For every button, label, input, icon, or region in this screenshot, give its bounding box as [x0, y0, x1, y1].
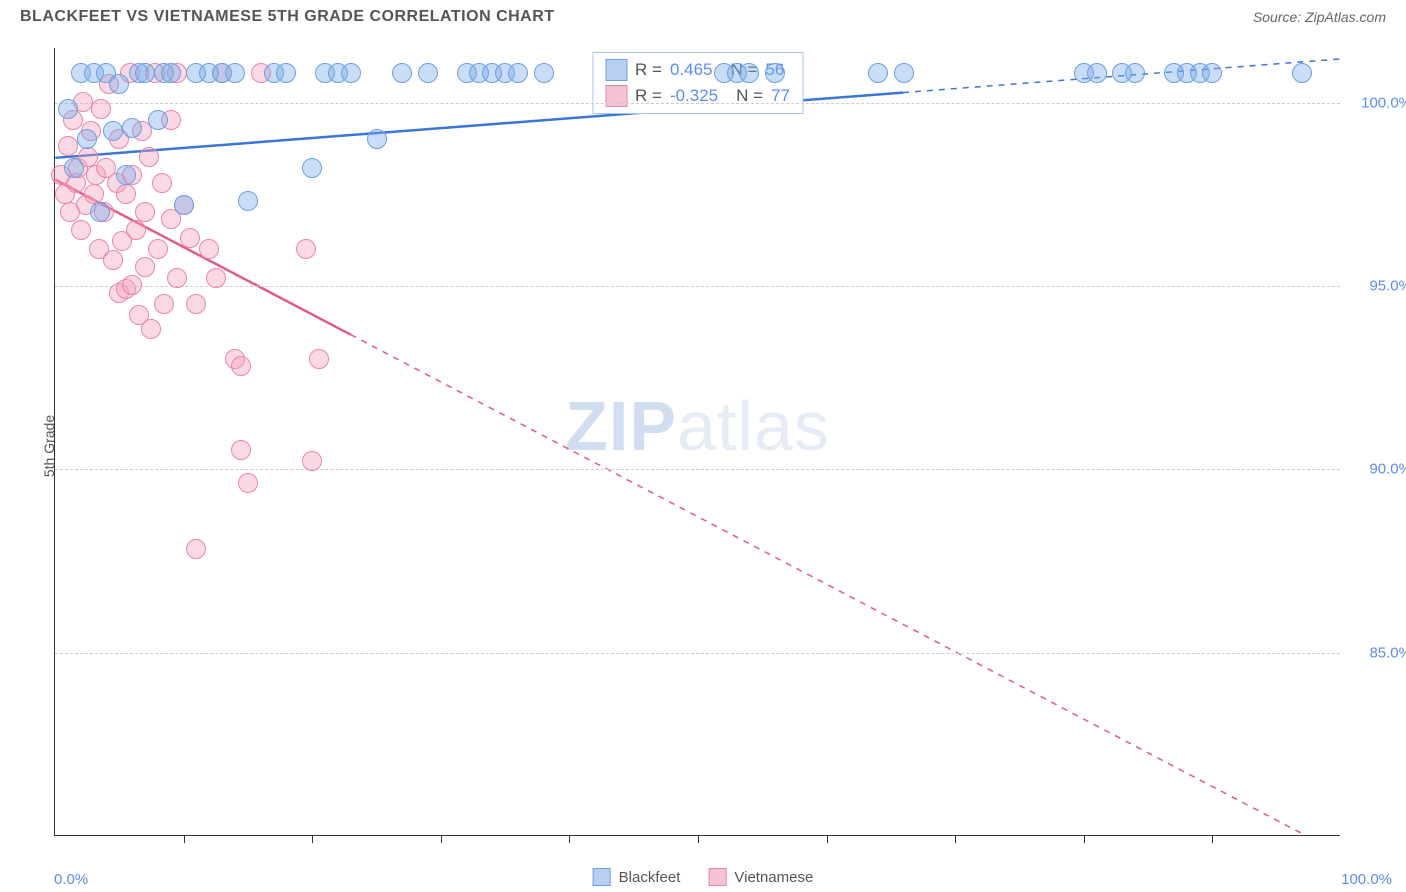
- data-point: [309, 349, 329, 369]
- data-point: [152, 173, 172, 193]
- data-point: [296, 239, 316, 259]
- data-point: [186, 294, 206, 314]
- data-point: [116, 184, 136, 204]
- data-point: [231, 440, 251, 460]
- data-point: [302, 158, 322, 178]
- vietnamese-swatch-icon: [708, 868, 726, 886]
- data-point: [135, 202, 155, 222]
- data-point: [141, 319, 161, 339]
- y-tick-label: 100.0%: [1361, 94, 1406, 111]
- data-point: [508, 63, 528, 83]
- source-label: Source: ZipAtlas.com: [1253, 9, 1386, 25]
- series-legend: Blackfeet Vietnamese: [593, 868, 814, 886]
- data-point: [206, 268, 226, 288]
- data-point: [739, 63, 759, 83]
- r-label: R =: [635, 60, 662, 80]
- x-tick: [184, 835, 185, 843]
- watermark-atlas: atlas: [677, 387, 830, 465]
- chart-title: BLACKFEET VS VIETNAMESE 5TH GRADE CORREL…: [20, 8, 555, 26]
- gridline: [55, 103, 1340, 104]
- data-point: [186, 539, 206, 559]
- data-point: [238, 473, 258, 493]
- data-point: [77, 129, 97, 149]
- data-point: [116, 165, 136, 185]
- x-axis-min-label: 0.0%: [54, 871, 88, 888]
- x-tick: [827, 835, 828, 843]
- x-tick: [441, 835, 442, 843]
- data-point: [90, 202, 110, 222]
- data-point: [91, 99, 111, 119]
- data-point: [868, 63, 888, 83]
- x-tick: [698, 835, 699, 843]
- legend-row-blackfeet: R = 0.465 N = 56: [605, 57, 790, 83]
- data-point: [1202, 63, 1222, 83]
- blackfeet-swatch: [605, 59, 627, 81]
- data-point: [1087, 63, 1107, 83]
- data-point: [58, 99, 78, 119]
- watermark-zip: ZIP: [565, 387, 677, 465]
- data-point: [109, 74, 129, 94]
- watermark: ZIPatlas: [565, 386, 830, 466]
- source-prefix: Source:: [1253, 9, 1305, 25]
- x-tick: [1084, 835, 1085, 843]
- legend-item-blackfeet: Blackfeet: [593, 868, 681, 886]
- legend-label-blackfeet: Blackfeet: [619, 869, 681, 886]
- data-point: [84, 184, 104, 204]
- r-value-blackfeet: 0.465: [670, 60, 713, 80]
- data-point: [199, 239, 219, 259]
- x-tick: [312, 835, 313, 843]
- data-point: [534, 63, 554, 83]
- y-tick-label: 90.0%: [1369, 461, 1406, 478]
- x-tick: [1212, 835, 1213, 843]
- gridline: [55, 469, 1340, 470]
- y-tick-label: 85.0%: [1369, 644, 1406, 661]
- data-point: [418, 63, 438, 83]
- x-tick: [569, 835, 570, 843]
- data-point: [276, 63, 296, 83]
- plot-area: ZIPatlas R = 0.465 N = 56 R = -0.325 N =…: [54, 48, 1340, 836]
- data-point: [148, 110, 168, 130]
- legend-label-vietnamese: Vietnamese: [734, 869, 813, 886]
- data-point: [122, 118, 142, 138]
- data-point: [894, 63, 914, 83]
- data-point: [122, 275, 142, 295]
- data-point: [167, 268, 187, 288]
- data-point: [225, 63, 245, 83]
- data-point: [58, 136, 78, 156]
- data-point: [238, 191, 258, 211]
- data-point: [367, 129, 387, 149]
- legend-row-vietnamese: R = -0.325 N = 77: [605, 83, 790, 109]
- legend-item-vietnamese: Vietnamese: [708, 868, 813, 886]
- source-name: ZipAtlas.com: [1305, 9, 1386, 25]
- data-point: [71, 220, 91, 240]
- data-point: [765, 63, 785, 83]
- data-point: [1125, 63, 1145, 83]
- y-tick-label: 95.0%: [1369, 278, 1406, 295]
- x-tick: [955, 835, 956, 843]
- data-point: [126, 220, 146, 240]
- data-point: [174, 195, 194, 215]
- data-point: [64, 158, 84, 178]
- correlation-legend: R = 0.465 N = 56 R = -0.325 N = 77: [592, 52, 803, 114]
- data-point: [302, 451, 322, 471]
- data-point: [139, 147, 159, 167]
- data-point: [161, 63, 181, 83]
- blackfeet-swatch-icon: [593, 868, 611, 886]
- x-axis-max-label: 100.0%: [1341, 871, 1392, 888]
- data-point: [148, 239, 168, 259]
- data-point: [231, 356, 251, 376]
- data-point: [392, 63, 412, 83]
- data-point: [154, 294, 174, 314]
- data-point: [135, 257, 155, 277]
- data-point: [1292, 63, 1312, 83]
- gridline: [55, 286, 1340, 287]
- data-point: [135, 63, 155, 83]
- data-point: [103, 250, 123, 270]
- data-point: [103, 121, 123, 141]
- gridline: [55, 653, 1340, 654]
- data-point: [180, 228, 200, 248]
- data-point: [341, 63, 361, 83]
